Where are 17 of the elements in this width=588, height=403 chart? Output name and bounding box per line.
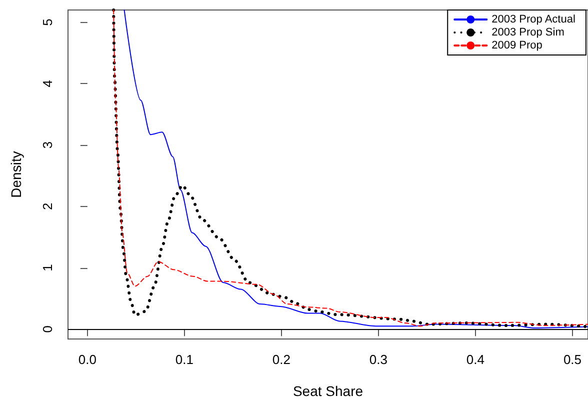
y-tick-label: 5	[40, 18, 55, 26]
y-axis-title: Density	[8, 151, 24, 198]
legend-label: 2003 Prop Sim	[492, 26, 564, 38]
y-tick-label: 2	[40, 202, 55, 210]
x-axis-title: Seat Share	[292, 383, 364, 399]
y-tick-label: 1	[40, 264, 55, 272]
x-tick-label: 0.0	[78, 352, 96, 367]
x-tick-label: 0.4	[466, 352, 484, 367]
x-tick-label: 0.3	[369, 352, 388, 367]
x-tick-label: 0.1	[175, 352, 194, 367]
y-tick-label: 4	[40, 80, 55, 88]
y-tick-label: 0	[40, 326, 55, 333]
x-tick-label: 0.5	[563, 352, 582, 367]
legend-label: 2003 Prop Actual	[492, 14, 576, 26]
x-tick-label: 0.2	[272, 352, 290, 367]
legend-label: 2009 Prop	[492, 40, 542, 52]
y-tick-label: 3	[40, 141, 55, 149]
